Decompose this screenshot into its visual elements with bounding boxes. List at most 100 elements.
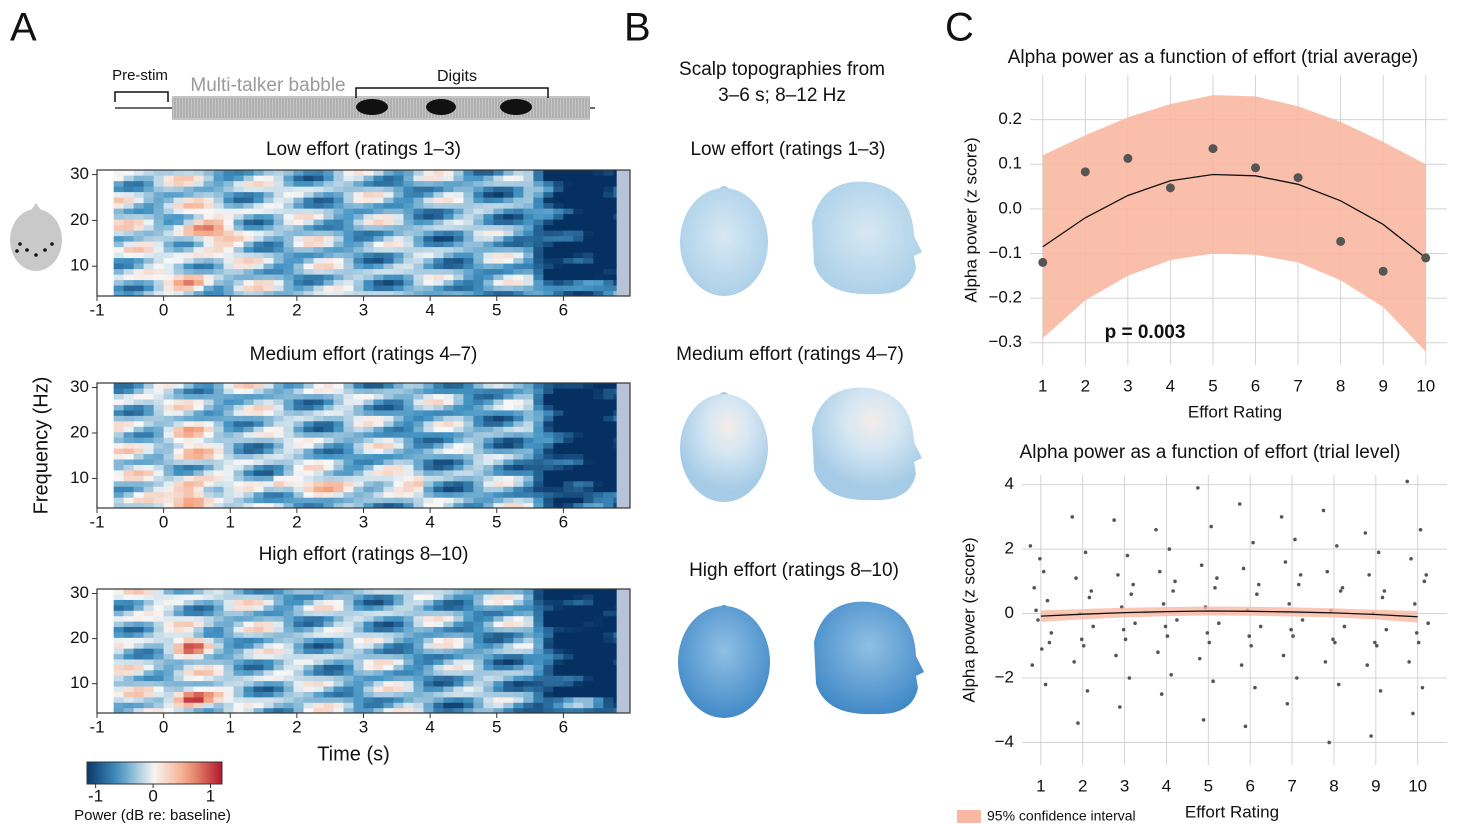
trial-point — [1287, 602, 1291, 606]
heatmap-cell — [453, 594, 464, 600]
heatmap-cell — [304, 230, 315, 236]
heatmap-cell — [154, 175, 165, 181]
y-tick-label: 20 — [70, 210, 89, 229]
heatmap-cell — [533, 481, 544, 487]
heatmap-cell — [513, 648, 524, 654]
heatmap-cell — [393, 247, 404, 253]
heatmap-cell — [204, 388, 215, 394]
trial-point — [1154, 528, 1158, 532]
heatmap-cell — [393, 225, 404, 231]
heatmap-cell — [264, 464, 275, 470]
heatmap-cell — [274, 214, 285, 220]
heatmap-cell — [114, 637, 125, 643]
trial-point — [1284, 560, 1288, 564]
heatmap-cell — [124, 637, 135, 643]
legend-swatch — [957, 810, 981, 823]
heatmap-cell — [373, 686, 384, 692]
heatmap-cell — [114, 225, 125, 231]
heatmap-texture — [114, 589, 630, 714]
heatmap-cell — [503, 421, 514, 427]
heatmap-cell — [593, 453, 604, 459]
heatmap-cell — [583, 225, 594, 231]
heatmap-cell — [563, 443, 574, 449]
trial-point — [1247, 634, 1251, 638]
heatmap-cell — [493, 181, 504, 187]
heatmap-cell — [124, 626, 135, 632]
heatmap-cell — [523, 670, 534, 676]
heatmap-cell — [294, 186, 305, 192]
heatmap-cell — [334, 643, 345, 649]
heatmap-cell — [533, 637, 544, 643]
heatmap-cell — [164, 470, 175, 476]
heatmap-cell — [204, 616, 215, 622]
trial-point — [1074, 576, 1078, 580]
trial-point — [1030, 663, 1034, 667]
heatmap-cell — [154, 464, 165, 470]
heatmap-cell — [144, 219, 155, 225]
heatmap-cell — [164, 280, 175, 286]
heatmap-cell — [224, 230, 235, 236]
y-tick-label: 30 — [70, 583, 89, 602]
trial-point — [1158, 570, 1162, 574]
heatmap-cell — [314, 230, 325, 236]
heatmap-cell — [174, 263, 185, 269]
heatmap-cell — [154, 616, 165, 622]
heatmap-cell — [603, 599, 614, 605]
heatmap-cell — [503, 686, 514, 692]
heatmap-cell — [194, 274, 205, 280]
heatmap-cell — [403, 219, 414, 225]
heatmap-cell — [334, 610, 345, 616]
heatmap-cell — [254, 181, 265, 187]
heatmap-cell — [433, 263, 444, 269]
heatmap-cell — [344, 616, 355, 622]
heatmap-cell — [364, 219, 375, 225]
heatmap-cell — [184, 492, 195, 498]
heatmap-cell — [264, 186, 275, 192]
heatmap-cell — [114, 610, 125, 616]
heatmap-cell — [473, 599, 484, 605]
heatmap-cell — [503, 280, 514, 286]
heatmap-cell — [164, 399, 175, 405]
heatmap-cell — [344, 599, 355, 605]
heatmap-cell — [553, 252, 564, 258]
heatmap-cell — [483, 269, 494, 275]
heatmap-cell — [483, 686, 494, 692]
heatmap-cell — [573, 219, 584, 225]
heatmap-cell — [214, 648, 225, 654]
heatmap-cell — [264, 475, 275, 481]
heatmap-cell — [244, 659, 255, 665]
heatmap-cell — [154, 486, 165, 492]
heatmap-cell — [284, 664, 295, 670]
heatmap-cell — [573, 610, 584, 616]
heatmap-cell — [144, 643, 155, 649]
heatmap-cell — [194, 208, 205, 214]
heatmap-cell — [284, 404, 295, 410]
heatmap-cell — [603, 404, 614, 410]
heatmap-cell — [274, 497, 285, 503]
heatmap-cell — [513, 670, 524, 676]
heatmap-cell — [563, 285, 574, 291]
heatmap-cell — [234, 497, 245, 503]
heatmap-cell — [364, 197, 375, 203]
heatmap-cell — [383, 616, 394, 622]
heatmap-cell — [294, 626, 305, 632]
heatmap-cell — [304, 269, 315, 275]
heatmap-cell — [583, 664, 594, 670]
heatmap-cell — [513, 285, 524, 291]
heatmap-cell — [533, 203, 544, 209]
heatmap-cell — [413, 203, 424, 209]
heatmap-cell — [453, 393, 464, 399]
heatmap-cell — [433, 648, 444, 654]
heatmap-cell — [344, 691, 355, 697]
heatmap-cell — [244, 616, 255, 622]
heatmap-cell — [184, 258, 195, 264]
heatmap-cell — [174, 415, 185, 421]
heatmap-cell — [393, 681, 404, 687]
heatmap-cell — [244, 214, 255, 220]
heatmap-cell — [393, 643, 404, 649]
heatmap-cell — [354, 263, 365, 269]
heatmap-cell — [603, 664, 614, 670]
heatmap-cell — [344, 432, 355, 438]
heatmap-cell — [543, 203, 554, 209]
heatmap-cell — [224, 675, 235, 681]
